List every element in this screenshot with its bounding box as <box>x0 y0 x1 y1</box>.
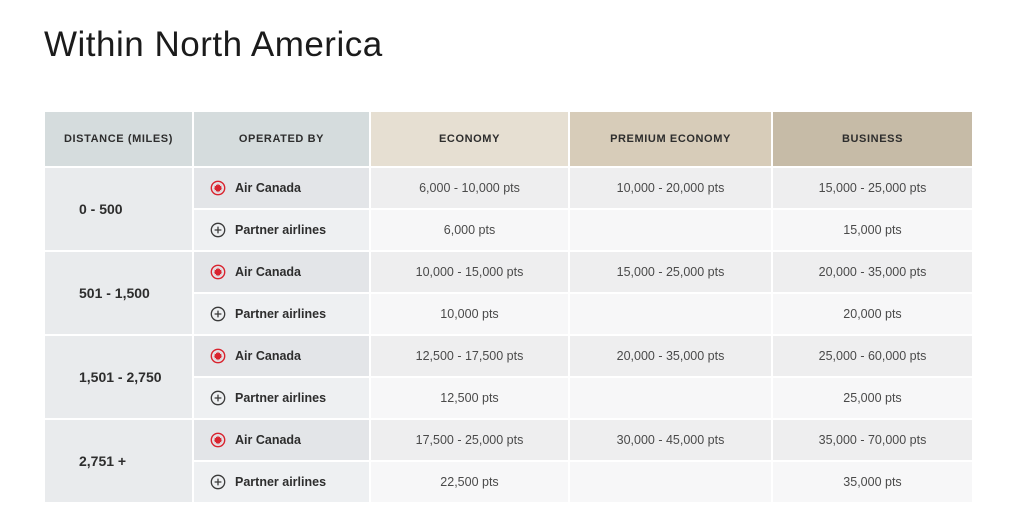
air-canada-roundel-icon <box>210 348 226 364</box>
operator-cell-air-canada: Air Canada <box>194 336 369 376</box>
air-canada-roundel-icon <box>210 264 226 280</box>
business-value: 25,000 - 60,000 pts <box>773 336 972 376</box>
operator-label: Partner airlines <box>235 475 327 489</box>
operator-label: Air Canada <box>235 433 301 447</box>
premium-economy-value: 10,000 - 20,000 pts <box>570 168 771 208</box>
award-chart-table: DISTANCE (MILES) OPERATED BY ECONOMY PRE… <box>45 112 972 502</box>
business-value: 25,000 pts <box>773 378 972 418</box>
operator-cell-partner: Partner airlines <box>194 462 369 502</box>
operator-cell-air-canada: Air Canada <box>194 168 369 208</box>
premium-economy-value <box>570 378 771 418</box>
col-header-distance: DISTANCE (MILES) <box>45 112 192 166</box>
premium-economy-value <box>570 294 771 334</box>
air-canada-roundel-icon <box>210 180 226 196</box>
economy-value: 22,500 pts <box>371 462 568 502</box>
circle-plus-icon <box>210 306 226 322</box>
operator-label: Partner airlines <box>235 307 327 321</box>
business-value: 20,000 pts <box>773 294 972 334</box>
col-header-premium-economy: PREMIUM ECONOMY <box>570 112 771 166</box>
business-value: 35,000 - 70,000 pts <box>773 420 972 460</box>
business-value: 20,000 - 35,000 pts <box>773 252 972 292</box>
distance-cell: 0 - 500 <box>45 168 192 250</box>
premium-economy-value: 20,000 - 35,000 pts <box>570 336 771 376</box>
col-header-operated-by: OPERATED BY <box>194 112 369 166</box>
operator-cell-air-canada: Air Canada <box>194 252 369 292</box>
circle-plus-icon <box>210 474 226 490</box>
business-value: 35,000 pts <box>773 462 972 502</box>
economy-value: 17,500 - 25,000 pts <box>371 420 568 460</box>
operator-cell-partner: Partner airlines <box>194 210 369 250</box>
circle-plus-icon <box>210 390 226 406</box>
business-value: 15,000 pts <box>773 210 972 250</box>
premium-economy-value: 15,000 - 25,000 pts <box>570 252 771 292</box>
operator-cell-partner: Partner airlines <box>194 378 369 418</box>
operator-label: Air Canada <box>235 181 301 195</box>
premium-economy-value: 30,000 - 45,000 pts <box>570 420 771 460</box>
economy-value: 12,500 - 17,500 pts <box>371 336 568 376</box>
economy-value: 6,000 pts <box>371 210 568 250</box>
business-value: 15,000 - 25,000 pts <box>773 168 972 208</box>
operator-label: Partner airlines <box>235 223 327 237</box>
economy-value: 10,000 pts <box>371 294 568 334</box>
operator-label: Air Canada <box>235 265 301 279</box>
circle-plus-icon <box>210 222 226 238</box>
premium-economy-value <box>570 462 771 502</box>
economy-value: 10,000 - 15,000 pts <box>371 252 568 292</box>
economy-value: 12,500 pts <box>371 378 568 418</box>
operator-label: Partner airlines <box>235 391 327 405</box>
page-title: Within North America <box>44 25 383 65</box>
air-canada-roundel-icon <box>210 432 226 448</box>
premium-economy-value <box>570 210 771 250</box>
operator-label: Air Canada <box>235 349 301 363</box>
col-header-business: BUSINESS <box>773 112 972 166</box>
distance-cell: 2,751 + <box>45 420 192 502</box>
economy-value: 6,000 - 10,000 pts <box>371 168 568 208</box>
distance-cell: 1,501 - 2,750 <box>45 336 192 418</box>
operator-cell-air-canada: Air Canada <box>194 420 369 460</box>
distance-cell: 501 - 1,500 <box>45 252 192 334</box>
col-header-economy: ECONOMY <box>371 112 568 166</box>
operator-cell-partner: Partner airlines <box>194 294 369 334</box>
